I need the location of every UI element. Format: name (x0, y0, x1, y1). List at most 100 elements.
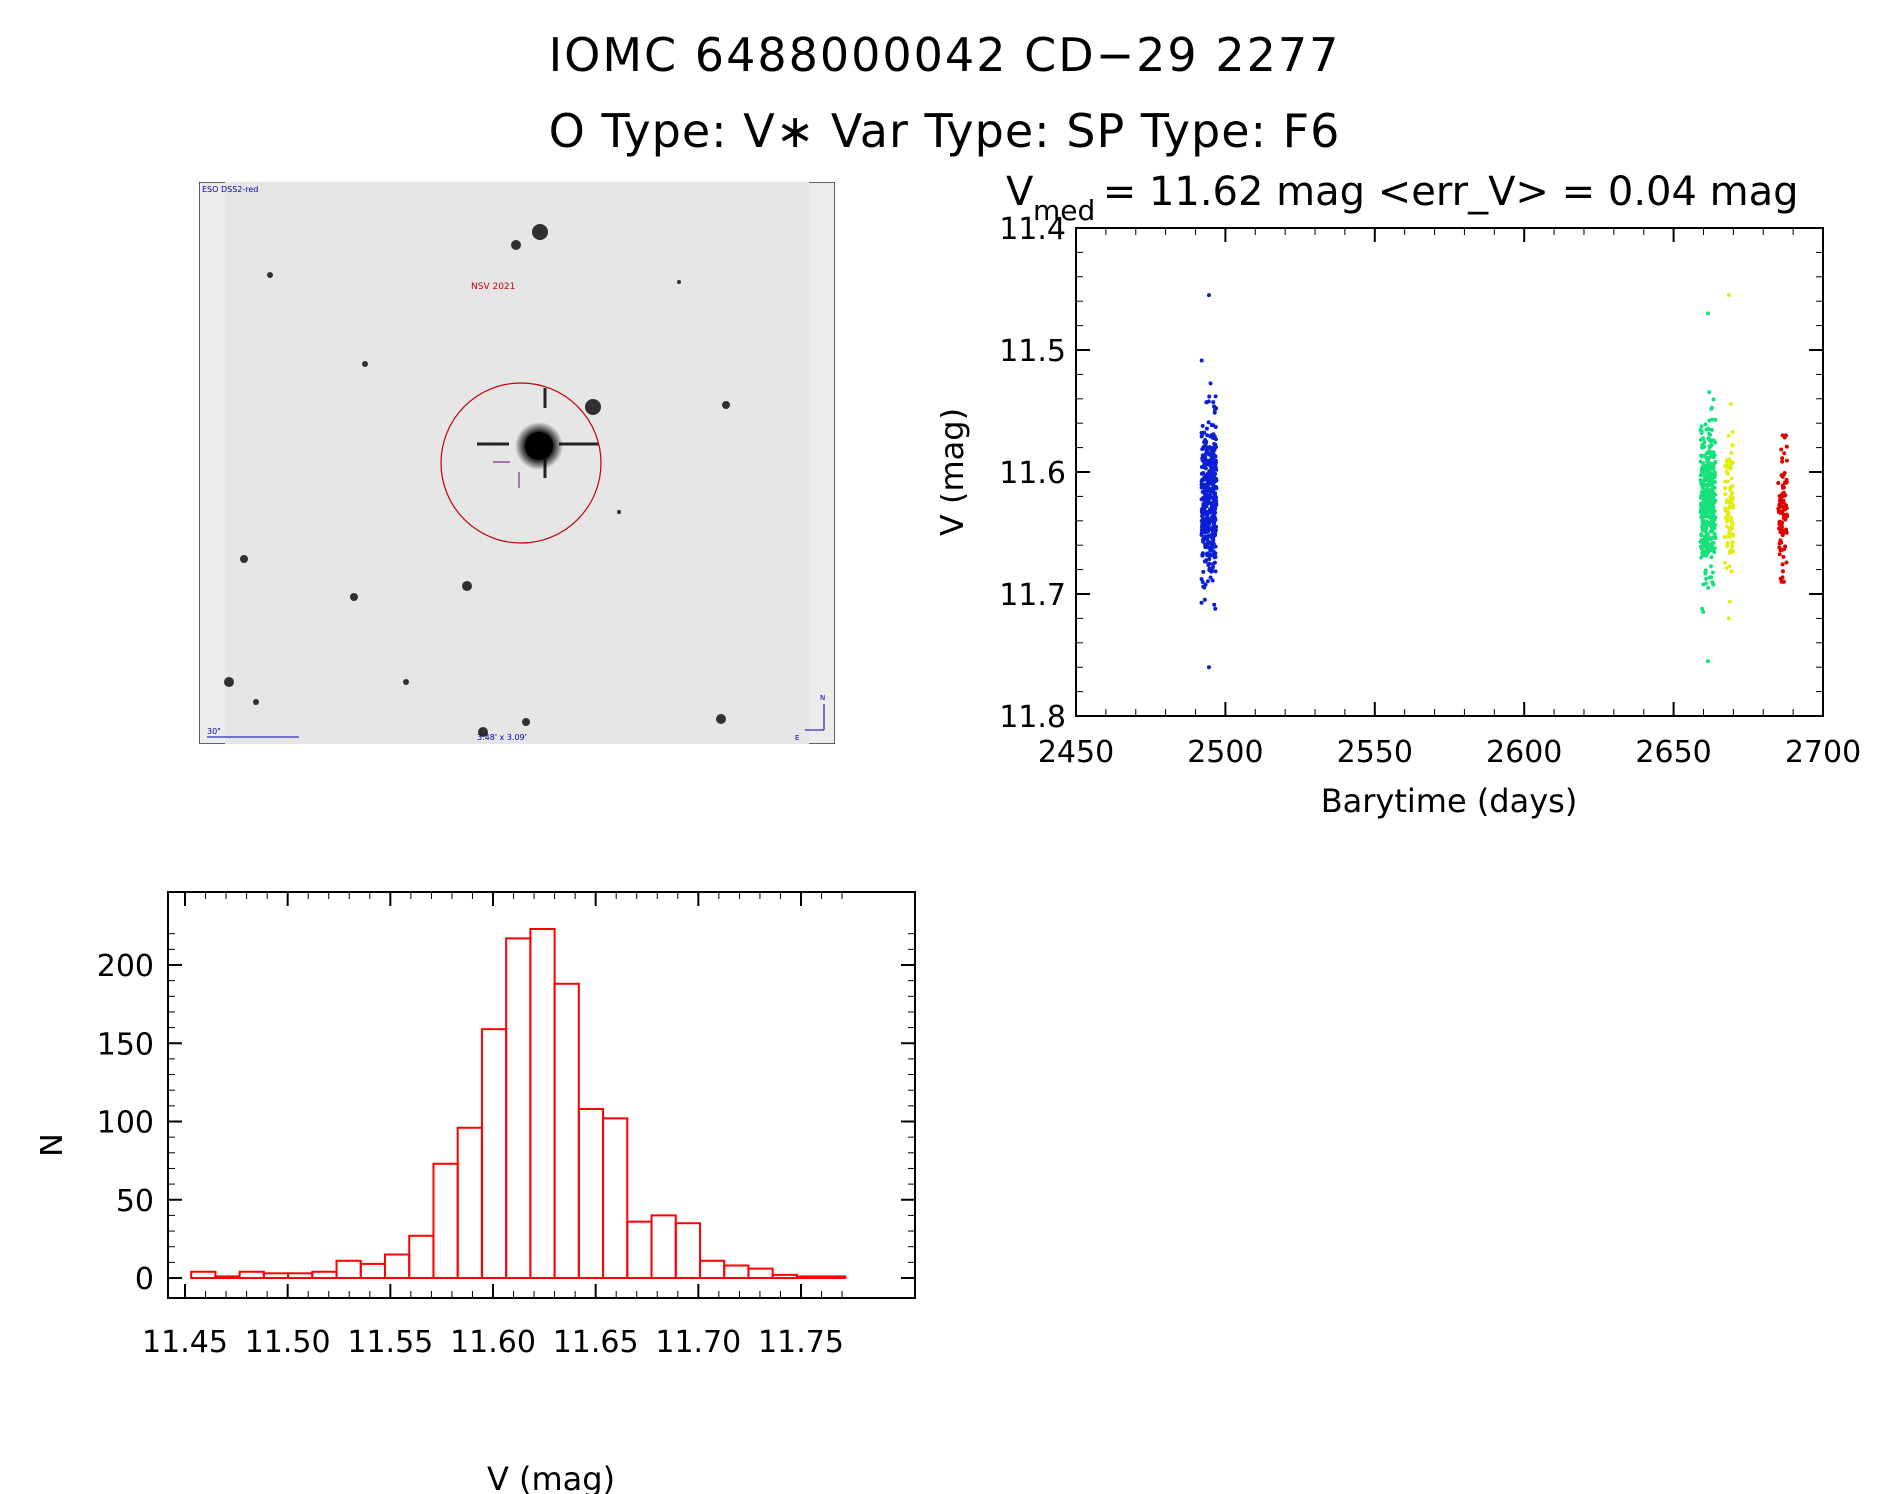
hist-bar (795, 1275, 823, 1279)
lc-data-point (1699, 466, 1704, 471)
lc-data-point (1211, 536, 1216, 541)
lc-data-point (1202, 430, 1207, 435)
lc-data-point (1707, 471, 1712, 476)
lc-data-point (1707, 390, 1712, 395)
lc-data-point (1207, 479, 1212, 484)
hist-bar (771, 1273, 798, 1279)
lc-data-point (1211, 549, 1216, 554)
lc-data-point (1201, 484, 1206, 489)
lc-data-point (1783, 503, 1788, 508)
lc-data-point (1780, 483, 1785, 488)
lc-data-point (1211, 400, 1216, 405)
lc-data-point (1706, 509, 1711, 514)
lc-data-point (1729, 450, 1734, 455)
lc-data-point (1728, 516, 1733, 521)
lc-data-point (1702, 539, 1707, 544)
lc-data-point (1725, 518, 1730, 523)
hist-bar (723, 1264, 750, 1280)
lc-data-point (1779, 504, 1784, 509)
field-star (478, 727, 488, 737)
lc-data-point (1723, 492, 1728, 497)
lc-data-point (1709, 544, 1714, 549)
hist-bar (577, 1107, 605, 1279)
lc-data-point (1703, 422, 1708, 427)
lc-data-point (1780, 456, 1785, 461)
lc-data-point (1200, 521, 1205, 526)
lc-data-point (1199, 471, 1204, 476)
fov-label: 3.48' x 3.09' (477, 733, 527, 742)
hist-bar (383, 1253, 411, 1279)
lc-data-point (1709, 474, 1714, 479)
lc-data-point (1207, 566, 1212, 571)
lc-data-point (1780, 569, 1785, 574)
lc-data-point (1780, 579, 1785, 584)
lc-data-point (1782, 451, 1787, 456)
lc-data-point (1701, 481, 1706, 486)
lc-data-point (1209, 487, 1214, 492)
lc-data-point (1210, 516, 1215, 521)
lc-data-point (1702, 463, 1707, 468)
lc-data-point (1712, 509, 1717, 514)
lc-data-point (1704, 581, 1709, 586)
lc-data-point (1777, 494, 1782, 499)
lc-data-point (1208, 493, 1213, 498)
lc-data-point (1205, 551, 1210, 556)
hist-x-tick-label: 11.65 (553, 1325, 639, 1360)
hist-y-tick-label: 200 (97, 949, 154, 984)
lc-data-point (1213, 471, 1218, 476)
lc-data-point (1204, 474, 1209, 479)
lc-data-point (1206, 420, 1211, 425)
hist-x-tick-label: 11.45 (142, 1325, 228, 1360)
lc-data-point (1710, 502, 1715, 507)
lc-data-point (1202, 498, 1207, 503)
field-star (240, 555, 248, 563)
compass-east-label: E (795, 734, 799, 742)
lc-x-tick-label: 2600 (1486, 735, 1562, 770)
lc-data-point (1777, 552, 1782, 557)
lc-data-point (1211, 446, 1216, 451)
lc-data-point (1702, 496, 1707, 501)
chart-title-line1: IOMC 6488000042 CD−29 2277 (548, 28, 1341, 82)
lc-data-point (1210, 578, 1215, 583)
hist-bar (359, 1262, 386, 1280)
lc-data-point (1777, 498, 1782, 503)
lc-data-point (1213, 437, 1218, 442)
lc-data-point (1705, 520, 1710, 525)
lc-data-point (1780, 494, 1785, 499)
hist-bar (626, 1220, 653, 1280)
field-star (585, 399, 601, 415)
lc-data-point (1784, 458, 1789, 463)
lc-data-point (1709, 555, 1714, 560)
lc-data-point (1727, 505, 1732, 510)
lc-data-point (1710, 570, 1715, 575)
lc-data-point (1211, 522, 1216, 527)
lc-data-point (1709, 511, 1714, 516)
lc-data-point (1701, 436, 1706, 441)
lc-data-point (1704, 576, 1709, 581)
compass-arrows (805, 704, 825, 731)
light-curve-chart: V med = 11.62 mag <err_V> = 0.04 mag 245… (940, 170, 1861, 820)
field-star (722, 401, 730, 409)
lc-data-point (1728, 494, 1733, 499)
lc-data-point (1729, 476, 1734, 481)
lc-data-point (1703, 488, 1708, 493)
lc-data-point (1208, 575, 1213, 580)
lc-data-point (1708, 461, 1713, 466)
hist-y-axis-label: N (40, 1133, 70, 1157)
hist-plot-frame (167, 891, 916, 1299)
lc-data-point (1213, 494, 1218, 499)
lc-y-axis-label: V (mag) (940, 408, 971, 536)
lc-data-point (1707, 455, 1712, 460)
lc-data-point (1199, 358, 1204, 363)
lc-data-point (1213, 394, 1218, 399)
lc-data-point (1723, 479, 1728, 484)
lc-data-point (1206, 563, 1211, 568)
field-star (403, 679, 409, 685)
lc-data-point (1707, 575, 1712, 580)
field-star (716, 714, 726, 724)
lc-data-point (1730, 429, 1735, 434)
lc-y-tick-label: 11.5 (999, 334, 1066, 369)
hist-bar (747, 1267, 774, 1279)
lc-data-point (1199, 531, 1204, 536)
lc-y-tick-label: 11.7 (999, 578, 1066, 613)
